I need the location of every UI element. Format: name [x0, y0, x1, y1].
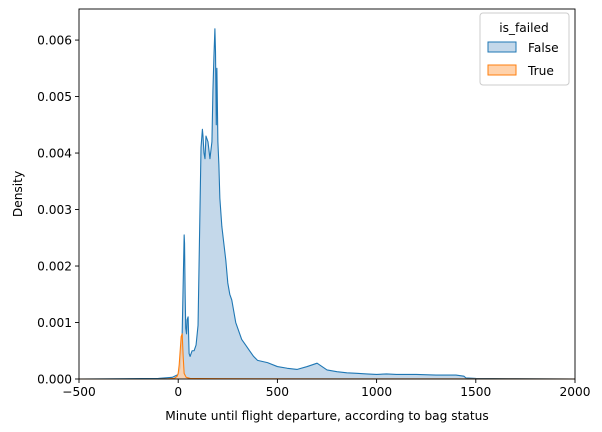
legend-label-true: True — [527, 64, 554, 78]
series-line-false — [78, 28, 576, 380]
legend-swatch-false — [487, 41, 517, 53]
x-tick-label: 1500 — [460, 385, 491, 399]
legend: is_failed False True — [479, 12, 570, 86]
y-axis-label: Density — [11, 171, 25, 217]
axes-frame — [78, 8, 576, 380]
y-tick-label: 0.000 — [37, 372, 72, 386]
y-tick-label: 0.005 — [37, 90, 72, 104]
y-axis: 0.000 0.001 0.002 0.003 0.004 0.005 0.006 — [37, 33, 79, 386]
y-tick-label: 0.001 — [37, 316, 72, 330]
x-tick-label: 1000 — [361, 385, 392, 399]
x-axis: −500 0 500 1000 1500 2000 — [62, 379, 591, 399]
x-tick-label: 2000 — [559, 385, 590, 399]
x-tick-label: 0 — [174, 385, 182, 399]
y-tick-label: 0.003 — [37, 203, 72, 217]
y-tick-label: 0.004 — [37, 146, 72, 160]
x-tick-label: −500 — [62, 385, 95, 399]
series-area-false — [79, 28, 575, 380]
x-axis-label: Minute until flight departure, according… — [165, 409, 488, 423]
legend-swatch-true — [487, 64, 517, 76]
legend-title: is_failed — [499, 21, 549, 35]
legend-label-false: False — [528, 41, 559, 55]
x-tick-label: 500 — [266, 385, 289, 399]
y-tick-label: 0.006 — [37, 33, 72, 47]
y-tick-label: 0.002 — [37, 259, 72, 273]
